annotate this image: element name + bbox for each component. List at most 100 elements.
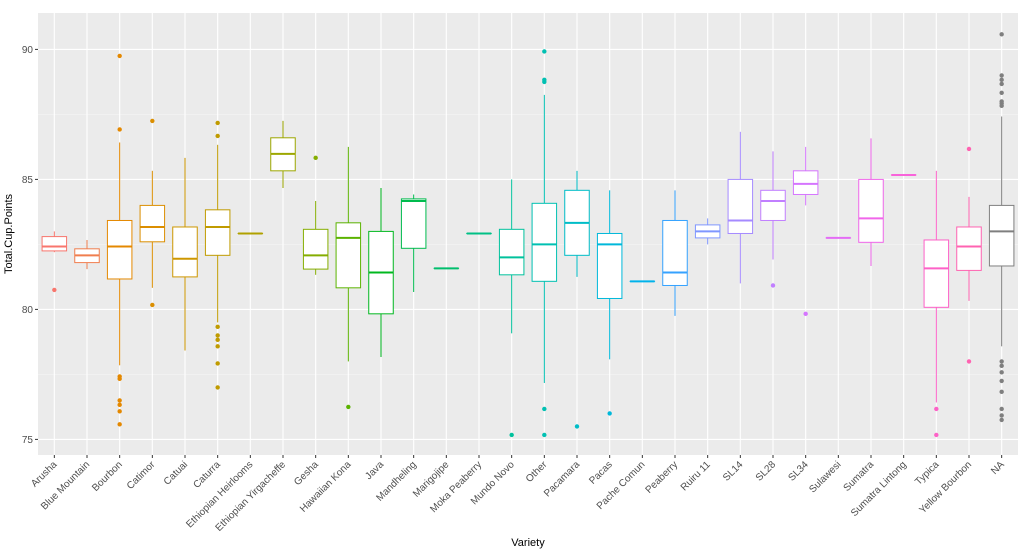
box	[204, 209, 231, 256]
box	[106, 219, 133, 280]
box-group	[988, 32, 1015, 423]
outlier-point	[542, 432, 547, 438]
box-group	[923, 170, 950, 438]
box-group	[596, 190, 623, 416]
box-group	[498, 179, 525, 438]
box	[41, 236, 68, 252]
box	[923, 239, 950, 308]
box-group	[662, 190, 688, 316]
box-group	[41, 231, 68, 293]
outlier-point	[117, 376, 122, 382]
box-group	[727, 131, 754, 284]
x-tick-label: Sulawesi	[807, 459, 843, 495]
box-group	[302, 155, 329, 275]
x-tick-label: Bourbon	[90, 459, 125, 494]
x-tick-label: Catimor	[125, 459, 158, 492]
outlier-point	[117, 409, 122, 414]
box	[139, 204, 166, 243]
box-group	[858, 138, 884, 266]
box	[596, 232, 623, 299]
box	[172, 226, 198, 278]
grid-minor	[38, 114, 1018, 375]
x-tick-label: NA	[989, 459, 1007, 477]
outlier-point	[999, 389, 1004, 395]
box	[858, 178, 884, 243]
box-group	[760, 151, 786, 288]
y-tick-label: 85	[22, 175, 34, 186]
outlier-point	[117, 127, 122, 132]
boxes	[41, 32, 1015, 438]
outlier-point	[999, 77, 1004, 83]
box-group	[106, 53, 133, 427]
box-group	[956, 146, 982, 364]
box-group	[270, 120, 296, 188]
outlier-point	[999, 417, 1004, 423]
outlier-point	[215, 337, 220, 343]
outlier-point	[934, 406, 939, 412]
outlier-point	[117, 53, 122, 59]
box	[400, 198, 427, 249]
outlier-point	[542, 49, 547, 54]
outlier-point	[999, 90, 1004, 96]
outlier-point	[999, 359, 1004, 364]
outlier-point	[215, 120, 220, 126]
outlier-point	[999, 406, 1004, 412]
outlier-point	[117, 402, 122, 408]
box-group	[368, 187, 394, 357]
outlier-point	[150, 302, 155, 308]
box	[988, 204, 1015, 267]
y-tick-label: 90	[22, 45, 34, 56]
outlier-point	[999, 103, 1004, 109]
outlier-point	[117, 422, 122, 427]
box	[956, 226, 982, 271]
box-group	[335, 146, 362, 410]
y-tick-label: 75	[22, 435, 34, 446]
box	[792, 170, 819, 195]
outlier-point	[509, 432, 514, 438]
box	[302, 228, 329, 270]
box-group	[694, 218, 721, 245]
box-group	[204, 120, 231, 390]
outlier-point	[313, 155, 318, 161]
x-tick-label: Arusha	[29, 459, 59, 489]
outlier-point	[607, 411, 612, 416]
x-tick-label: Caturra	[191, 459, 223, 491]
outlier-point	[215, 324, 220, 330]
outlier-point	[150, 118, 155, 124]
outlier-point	[117, 398, 122, 403]
box-group	[564, 170, 590, 429]
x-tick-label: SL14	[721, 459, 746, 484]
y-axis: 75 80 85 90	[22, 45, 38, 446]
outlier-point	[999, 378, 1004, 384]
x-tick-label: Ruiru 11	[679, 459, 713, 493]
outlier-point	[999, 413, 1004, 418]
outlier-point	[215, 344, 220, 349]
x-tick-label: Peaberry	[644, 459, 680, 495]
outlier-point	[52, 287, 57, 293]
x-tick-label: Typica	[913, 459, 942, 488]
box	[662, 219, 688, 286]
box	[531, 202, 558, 282]
outlier-point	[215, 133, 220, 139]
outlier-point	[215, 361, 220, 366]
outlier-point	[346, 404, 351, 410]
x-tick-label: SL28	[754, 459, 779, 484]
x-tick-label: Pacamara	[542, 459, 582, 499]
box	[335, 222, 362, 289]
outlier-point	[574, 424, 580, 429]
box	[760, 189, 786, 221]
x-axis-title: Variety	[511, 537, 545, 549]
outlier-point	[966, 146, 972, 152]
x-tick-label: Catuai	[162, 459, 190, 487]
box-group	[74, 239, 100, 270]
box-group	[792, 146, 819, 317]
box	[727, 178, 754, 234]
x-tick-label: Gesha	[292, 459, 321, 488]
outlier-point	[966, 359, 972, 364]
x-tick-label: Pacas	[587, 459, 614, 486]
outlier-point	[542, 79, 547, 85]
outlier-point	[770, 283, 776, 288]
box-group	[139, 118, 166, 308]
